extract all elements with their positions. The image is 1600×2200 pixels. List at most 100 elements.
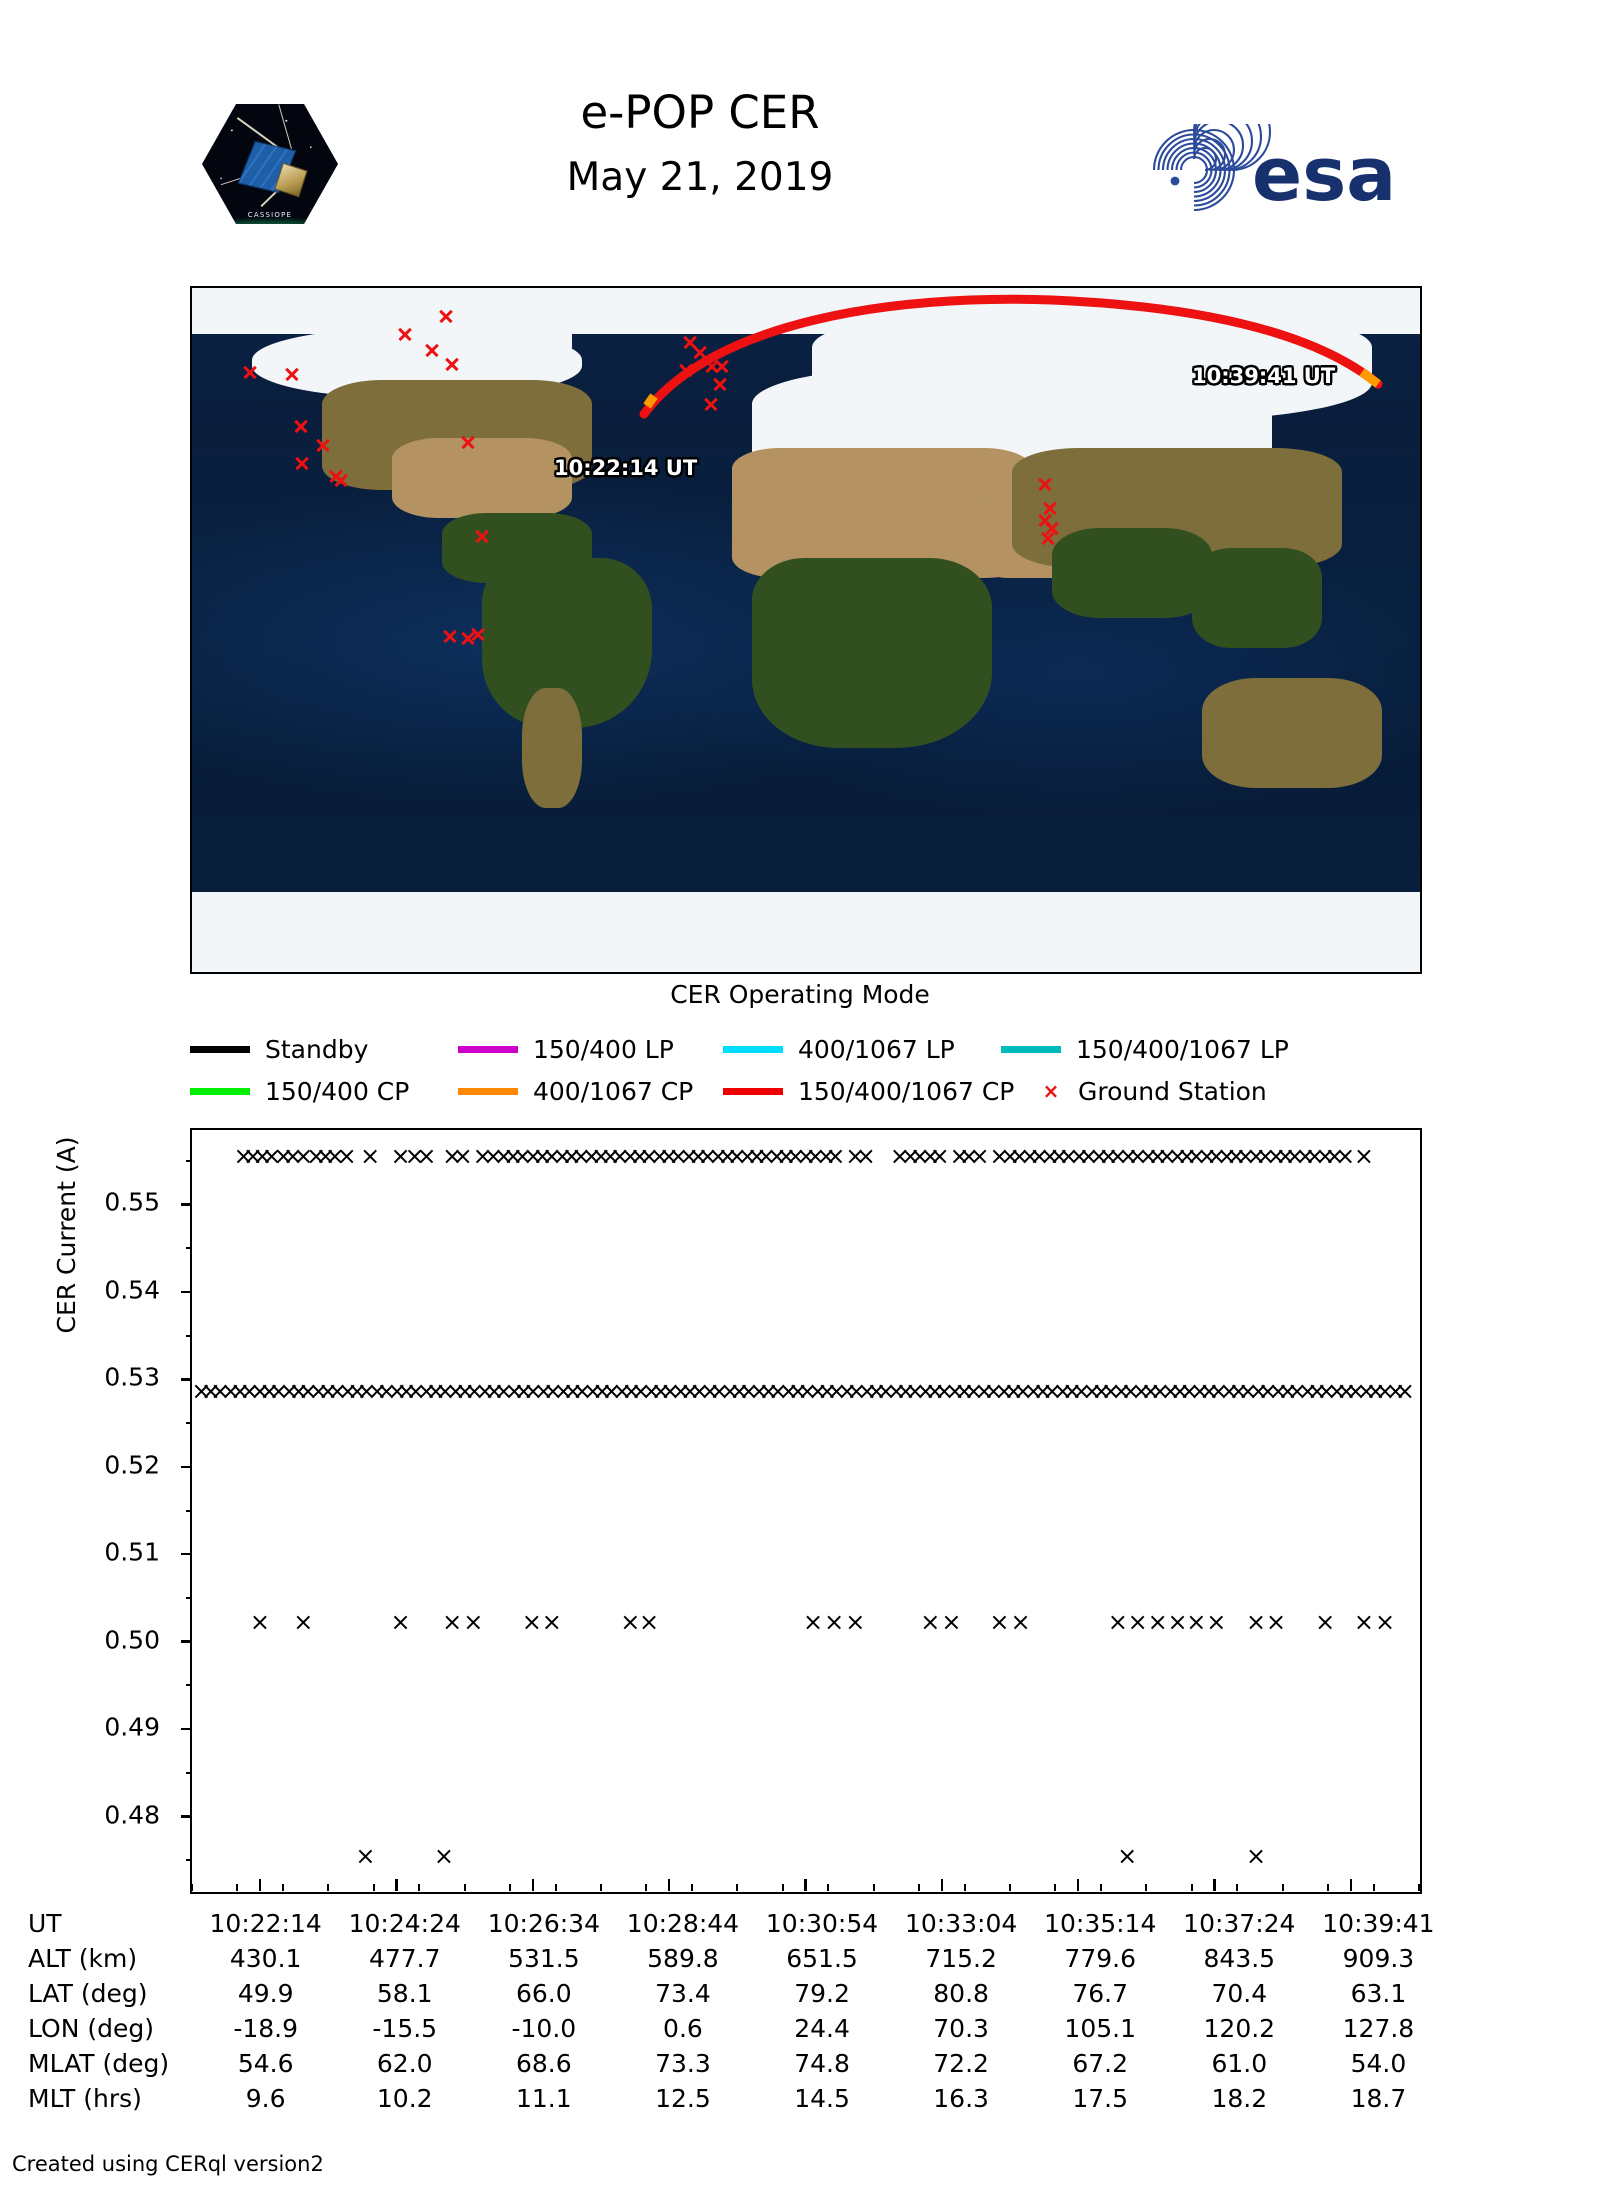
data-point-marker: × (390, 1142, 411, 1171)
legend-swatch-400-1067-cp (458, 1087, 518, 1095)
data-point-marker: × (1335, 1142, 1356, 1171)
data-point-marker: × (259, 1376, 280, 1405)
table-cell: 715.2 (925, 1944, 997, 1973)
y-axis-minor-tick (185, 1159, 192, 1162)
legend-item-150-400-1067-lp[interactable]: 150/400/1067 LP (1001, 1035, 1289, 1064)
legend-swatch-150-400-1067-lp (1001, 1045, 1061, 1053)
data-point-marker: × (541, 1142, 562, 1171)
data-point-marker: × (817, 1376, 838, 1405)
y-axis-tick (181, 1465, 192, 1468)
data-point-marker: × (787, 1376, 808, 1405)
legend-swatch-150-400-lp (458, 1045, 518, 1053)
legend-label-400-1067-cp: 400/1067 CP (533, 1076, 694, 1106)
table-cell: 430.1 (229, 1944, 302, 1973)
data-point-marker: × (336, 1142, 357, 1171)
table-cell: 9.6 (245, 2084, 286, 2113)
table-cell: 843.5 (1203, 1944, 1276, 1973)
orbit-parameters-table: UT 10:22:14 10:24:24 10:26:34 10:28:44 10:30:… (28, 1906, 1448, 2116)
esa-wordmark: esa (1252, 132, 1396, 216)
data-point-marker: × (670, 1376, 691, 1405)
data-point-marker: × (191, 1376, 212, 1405)
legend-item-150-400-1067-cp[interactable]: 150/400/1067 CP (723, 1077, 1039, 1106)
x-axis-minor-tick (872, 1884, 875, 1891)
map-antarctic-ice (192, 892, 1420, 972)
data-point-marker: × (1131, 1376, 1152, 1405)
table-cell: 54.0 (1350, 2049, 1407, 2078)
data-point-marker: × (846, 1376, 867, 1405)
legend-item-150-400-lp[interactable]: 150/400 LP (458, 1035, 723, 1064)
data-point-marker: × (1228, 1376, 1249, 1405)
data-point-marker: × (484, 1376, 505, 1405)
cer-current-scatter-plot[interactable]: × × × × × × × × × × × × × × × × × × × × × × × × × × × × × × × × × × × × × × × ×… (181, 1128, 1422, 1894)
table-row: ALT (km) 430.1 477.7 531.5 589.8 651.5 715.2 77… (28, 1941, 1448, 1976)
x-axis-minor-tick (463, 1884, 466, 1891)
x-axis-minor-tick (1327, 1884, 1330, 1891)
data-point-marker: × (561, 1142, 582, 1171)
data-point-marker: × (387, 1376, 408, 1405)
data-point-marker: × (1012, 1376, 1033, 1405)
world-map-panel[interactable]: 10:22:14 UT 10:39:41 UT (190, 286, 1422, 974)
table-cell: 49.9 (237, 1979, 294, 2008)
data-point-marker: × (571, 1142, 592, 1171)
title-block: e-POP CER May 21, 2019 (420, 84, 980, 206)
data-point-marker: × (504, 1376, 525, 1405)
data-point-marker: × (200, 1376, 221, 1405)
data-point-marker: × (1078, 1142, 1099, 1171)
y-axis-tick (181, 1290, 192, 1294)
data-point-marker: × (396, 1376, 417, 1405)
data-point-marker: × (1062, 1376, 1083, 1405)
data-point-marker: × (958, 1142, 980, 1171)
page-header: CASSIOPE e-POP CER May 21, 2019 (0, 0, 1600, 270)
x-axis-tick (1213, 1879, 1216, 1891)
data-point-marker: × (1235, 1142, 1256, 1171)
legend-item-ground-station[interactable]: × Ground Station (1039, 1077, 1267, 1106)
data-point-marker: × (776, 1142, 797, 1171)
x-axis-minor-tick (1054, 1884, 1057, 1891)
table-cell: 63.1 (1350, 1979, 1407, 2008)
table-cell: 105.1 (1064, 2014, 1136, 2043)
data-point-marker: × (620, 1142, 641, 1171)
legend-item-150-400-cp[interactable]: 150/400 CP (190, 1077, 458, 1106)
legend-item-standby[interactable]: Standby (190, 1035, 458, 1064)
data-point-marker: × (242, 1142, 263, 1171)
data-point-marker: × (1265, 1608, 1287, 1637)
data-point-marker: × (845, 1608, 866, 1637)
data-point-marker: × (837, 1376, 858, 1405)
data-point-marker: × (1107, 1142, 1128, 1171)
data-point-marker: × (1149, 1376, 1171, 1405)
table-cell: 589.8 (647, 1944, 719, 1973)
data-point-marker: × (1306, 1376, 1328, 1405)
table-cell: 18.7 (1350, 2084, 1407, 2113)
data-point-marker: × (900, 1142, 921, 1171)
data-point-marker: × (1071, 1376, 1092, 1405)
data-point-marker: × (989, 1142, 1010, 1171)
x-axis-tick (258, 1879, 262, 1891)
ground-station-icon: × (1042, 1079, 1060, 1103)
map-us-southwest (392, 438, 572, 518)
data-point-marker: × (994, 1376, 1015, 1405)
x-axis-minor-tick (690, 1884, 693, 1891)
table-cell: 54.6 (237, 2049, 294, 2078)
table-cell: 18.2 (1211, 2084, 1268, 2113)
x-axis-minor-tick (509, 1884, 512, 1891)
data-point-marker: × (989, 1608, 1010, 1637)
data-point-marker: × (390, 1608, 411, 1637)
data-point-marker: × (983, 1376, 1004, 1405)
x-axis-minor-tick (1009, 1884, 1011, 1891)
legend-item-400-1067-cp[interactable]: 400/1067 CP (458, 1077, 723, 1106)
data-point-marker: × (650, 1376, 671, 1405)
data-point-marker: × (697, 1142, 718, 1171)
data-point-marker: × (726, 1142, 747, 1171)
x-axis-minor-tick (372, 1884, 375, 1891)
data-point-marker: × (1206, 1608, 1227, 1637)
data-point-marker: × (999, 1142, 1021, 1171)
data-point-marker: × (641, 1376, 662, 1405)
data-point-marker: × (1003, 1376, 1024, 1405)
data-point-marker: × (416, 1376, 437, 1405)
data-point-marker: × (279, 1376, 300, 1405)
table-cell: 531.5 (508, 1944, 580, 1973)
page-title: e-POP CER (580, 86, 820, 139)
x-axis-minor-tick (1145, 1884, 1148, 1891)
legend-item-400-1067-lp[interactable]: 400/1067 LP (723, 1035, 1001, 1064)
x-axis-minor-tick (327, 1884, 330, 1891)
